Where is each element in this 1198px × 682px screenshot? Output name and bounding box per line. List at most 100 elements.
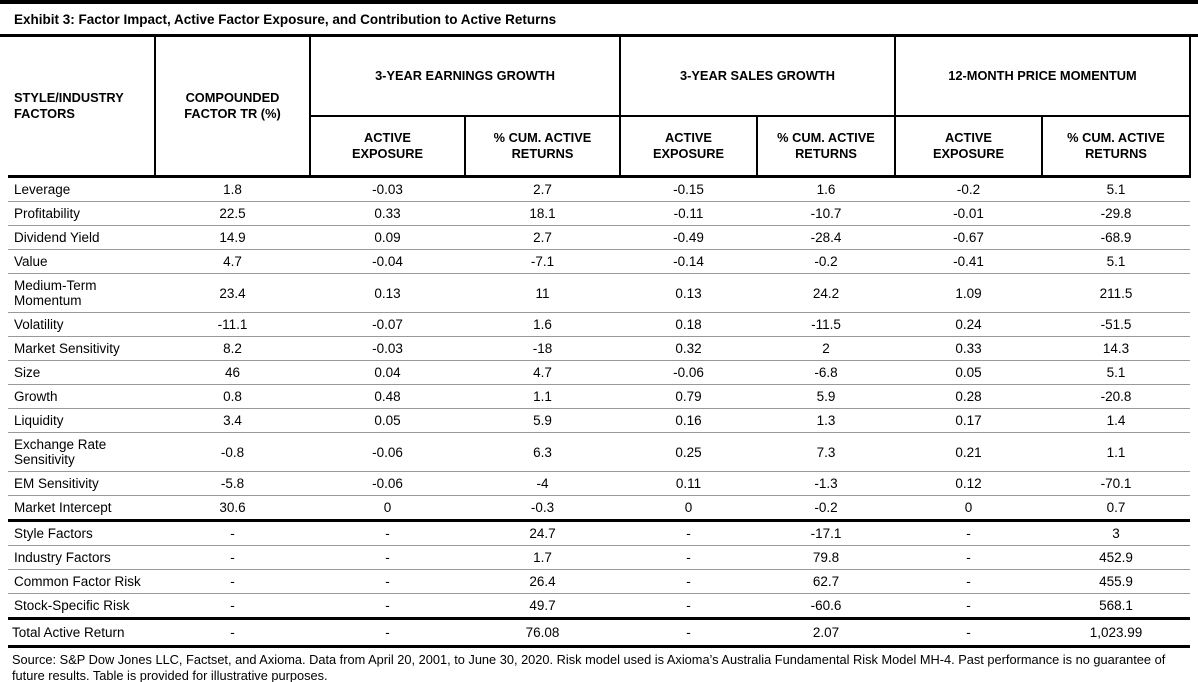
value-cell: -0.15 bbox=[620, 176, 757, 202]
header-group-row: STYLE/INDUSTRY FACTORS COMPOUNDED FACTOR… bbox=[8, 37, 1191, 177]
table-header: STYLE/INDUSTRY FACTORS COMPOUNDED FACTOR… bbox=[8, 37, 1191, 177]
value-cell: -0.01 bbox=[895, 201, 1042, 226]
table-row: Volatility -11.1 -0.07 1.6 0.18 -11.5 0.24 -51.… bbox=[8, 312, 1190, 337]
value-cell: 211.5 bbox=[1042, 273, 1190, 313]
table-row: Medium-Term Momentum 23.4 0.13 11 0.13 24.2 1.… bbox=[8, 273, 1190, 313]
value-cell: - bbox=[895, 520, 1042, 546]
value-cell: -0.2 bbox=[757, 495, 895, 521]
value-cell: - bbox=[686, 625, 691, 640]
value-cell: 18.1 bbox=[465, 201, 620, 226]
table-row: Exchange Rate Sensitivity -0.8 -0.06 6.3 0.2… bbox=[8, 432, 1190, 472]
value-cell: - bbox=[155, 593, 310, 619]
value-cell: - bbox=[895, 545, 1042, 570]
value-cell: -20.8 bbox=[1042, 384, 1190, 409]
value-cell: 14.3 bbox=[1042, 336, 1190, 361]
value-cell: -29.8 bbox=[1042, 201, 1190, 226]
value-cell: 0.8 bbox=[155, 384, 310, 409]
value-cell: 1.4 bbox=[1042, 408, 1190, 433]
value-cell: -0.06 bbox=[310, 471, 465, 496]
value-cell: 1,023.99 bbox=[1089, 625, 1143, 640]
value-cell: 46 bbox=[155, 360, 310, 385]
value-cell: -1.3 bbox=[757, 471, 895, 496]
value-cell: 23.4 bbox=[155, 273, 310, 313]
value-cell: 0.09 bbox=[310, 225, 465, 250]
factor-name: Liquidity bbox=[8, 408, 155, 433]
value-cell: - bbox=[310, 520, 465, 546]
value-cell: -0.2 bbox=[757, 249, 895, 274]
value-cell: 1.6 bbox=[757, 176, 895, 202]
factor-name: Growth bbox=[8, 384, 155, 409]
value-cell: 62.7 bbox=[757, 569, 895, 594]
table-row: Market Sensitivity 8.2 -0.03 -18 0.32 2 0.33 14… bbox=[8, 336, 1190, 361]
factor-name: Style Factors bbox=[8, 520, 155, 546]
factor-name: Leverage bbox=[8, 176, 155, 202]
table-row: EM Sensitivity -5.8 -0.06 -4 0.11 -1.3 0.12 -70… bbox=[8, 471, 1190, 496]
value-cell: -28.4 bbox=[757, 225, 895, 250]
value-cell: -0.11 bbox=[620, 201, 757, 226]
value-cell: 1.3 bbox=[757, 408, 895, 433]
header-momentum-cum-active-returns: % CUM. ACTIVE RETURNS bbox=[1042, 116, 1191, 177]
value-cell: 14.9 bbox=[155, 225, 310, 250]
total-row-section: Total Active Return - - 76.08 - 2.07 - 1,023.99 bbox=[8, 618, 1190, 647]
value-cell: 3.4 bbox=[155, 408, 310, 433]
value-cell: - bbox=[620, 593, 757, 619]
factor-name: Common Factor Risk bbox=[8, 569, 155, 594]
value-cell: - bbox=[966, 625, 971, 640]
value-cell: 1.8 bbox=[155, 176, 310, 202]
value-cell: 0.7 bbox=[1042, 495, 1190, 521]
table-row: Growth 0.8 0.48 1.1 0.79 5.9 0.28 -20.8 bbox=[8, 384, 1190, 409]
value-cell: 26.4 bbox=[465, 569, 620, 594]
value-cell: -18 bbox=[465, 336, 620, 361]
factor-rows-section: Leverage 1.8 -0.03 2.7 -0.15 1.6 -0.2 5.1 Profit… bbox=[8, 176, 1190, 521]
header-earnings-active-exposure: ACTIVE EXPOSURE bbox=[310, 116, 466, 177]
value-cell: - bbox=[310, 545, 465, 570]
value-cell: - bbox=[620, 520, 757, 546]
value-cell: - bbox=[620, 569, 757, 594]
value-cell: 0.25 bbox=[620, 432, 757, 472]
value-cell: 5.1 bbox=[1042, 176, 1190, 202]
value-cell: -0.04 bbox=[310, 249, 465, 274]
header-style-industry-factors: STYLE/INDUSTRY FACTORS bbox=[8, 37, 156, 177]
value-cell: 5.9 bbox=[465, 408, 620, 433]
value-cell: -4 bbox=[465, 471, 620, 496]
value-cell: 0.16 bbox=[620, 408, 757, 433]
value-cell: 5.1 bbox=[1042, 249, 1190, 274]
factor-name: Medium-Term Momentum bbox=[8, 273, 155, 313]
value-cell: 24.7 bbox=[465, 520, 620, 546]
value-cell: 0 bbox=[895, 495, 1042, 521]
value-cell: 3 bbox=[1042, 520, 1190, 546]
value-cell: 1.09 bbox=[895, 273, 1042, 313]
value-cell: -0.49 bbox=[620, 225, 757, 250]
value-cell: 8.2 bbox=[155, 336, 310, 361]
value-cell: -0.67 bbox=[895, 225, 1042, 250]
table-row: Industry Factors - -1.7-79.8-452.9 bbox=[8, 545, 1190, 570]
header-momentum-active-exposure: ACTIVE EXPOSURE bbox=[895, 116, 1043, 177]
value-cell: 49.7 bbox=[465, 593, 620, 619]
value-cell: 0.48 bbox=[310, 384, 465, 409]
factor-name: Dividend Yield bbox=[8, 225, 155, 250]
table-row: Dividend Yield 14.9 0.09 2.7 -0.49 -28.4 -0.67… bbox=[8, 225, 1190, 250]
table-row: Style Factors - -24.7- -17.1-3 bbox=[8, 520, 1190, 546]
value-cell: -60.6 bbox=[757, 593, 895, 619]
value-cell: 7.3 bbox=[757, 432, 895, 472]
value-cell: 1.7 bbox=[465, 545, 620, 570]
value-cell: 568.1 bbox=[1042, 593, 1190, 619]
summary-rows-section: Style Factors - -24.7- -17.1-3 Industry Fact… bbox=[8, 520, 1190, 619]
value-cell: 0.17 bbox=[895, 408, 1042, 433]
value-cell: 1.6 bbox=[465, 312, 620, 337]
factor-table: STYLE/INDUSTRY FACTORS COMPOUNDED FACTOR… bbox=[8, 37, 1191, 648]
value-cell: -0.07 bbox=[310, 312, 465, 337]
table-row: Profitability 22.5 0.33 18.1 -0.11 -10.7 -0.01… bbox=[8, 201, 1190, 226]
header-compounded-factor-tr: COMPOUNDED FACTOR TR (%) bbox=[155, 37, 311, 177]
value-cell: 0.04 bbox=[310, 360, 465, 385]
table-row: Stock-Specific Risk - -49.7- -60.6-568.1 bbox=[8, 593, 1190, 619]
table-row: Total Active Return - - 76.08 - 2.07 - 1,023.99 bbox=[8, 619, 1190, 647]
value-cell: 0.05 bbox=[895, 360, 1042, 385]
value-cell: -10.7 bbox=[757, 201, 895, 226]
table-row: Value 4.7 -0.04 -7.1 -0.14 -0.2 -0.41 5.1 bbox=[8, 249, 1190, 274]
value-cell: 30.6 bbox=[155, 495, 310, 521]
value-cell: -0.06 bbox=[620, 360, 757, 385]
value-cell: -11.1 bbox=[155, 312, 310, 337]
value-cell: - bbox=[310, 569, 465, 594]
value-cell: -68.9 bbox=[1042, 225, 1190, 250]
